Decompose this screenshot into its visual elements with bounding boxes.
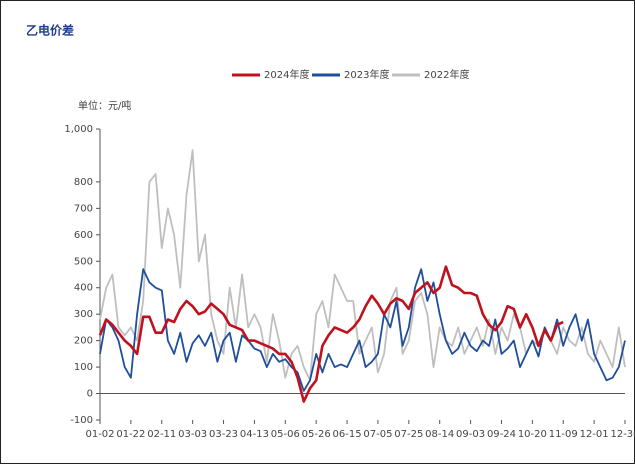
- x-tick-label: 05-06: [271, 429, 300, 440]
- legend-label: 2024年度: [264, 68, 309, 81]
- y-tick-label: 600: [74, 230, 93, 241]
- x-tick-label: 01-22: [116, 429, 145, 440]
- x-tick-label: 11-09: [549, 429, 578, 440]
- x-tick-label: 09-24: [487, 429, 516, 440]
- x-tick-label: 05-26: [302, 429, 331, 440]
- x-tick-label: 02-11: [147, 429, 176, 440]
- chart-title: 乙电价差: [26, 23, 74, 38]
- y-tick-label: 400: [74, 283, 93, 294]
- x-tick-label: 01-02: [85, 429, 114, 440]
- unit-label: 单位：元/吨: [78, 99, 131, 112]
- y-tick-label: 0: [87, 389, 93, 400]
- y-tick-label: 200: [74, 336, 93, 347]
- x-tick-label: 12-01: [580, 429, 609, 440]
- y-tick-label: 100: [74, 362, 93, 373]
- x-tick-label: 07-25: [394, 429, 423, 440]
- x-tick-label: 03-03: [178, 429, 207, 440]
- x-tick-label: 06-15: [333, 429, 362, 440]
- x-tick-label: 07-05: [363, 429, 392, 440]
- y-tick-label: 700: [74, 203, 93, 214]
- series-line: [99, 268, 626, 392]
- x-tick-label: 09-03: [456, 429, 485, 440]
- y-tick-label: 800: [74, 177, 93, 188]
- y-tick-label: 300: [74, 309, 93, 320]
- series-line: [98, 265, 564, 403]
- x-tick-label: 03-23: [209, 429, 238, 440]
- x-tick-label: 10-20: [518, 429, 547, 440]
- x-tick-label: 08-14: [425, 429, 454, 440]
- legend-label: 2023年度: [344, 68, 389, 81]
- x-tick-label: 12-30: [610, 429, 635, 440]
- y-tick-label: 500: [74, 256, 93, 267]
- legend-label: 2022年度: [424, 68, 469, 81]
- x-tick-label: 04-13: [240, 429, 269, 440]
- y-tick-label: 1,000: [64, 124, 93, 135]
- y-tick-label: -100: [70, 415, 93, 426]
